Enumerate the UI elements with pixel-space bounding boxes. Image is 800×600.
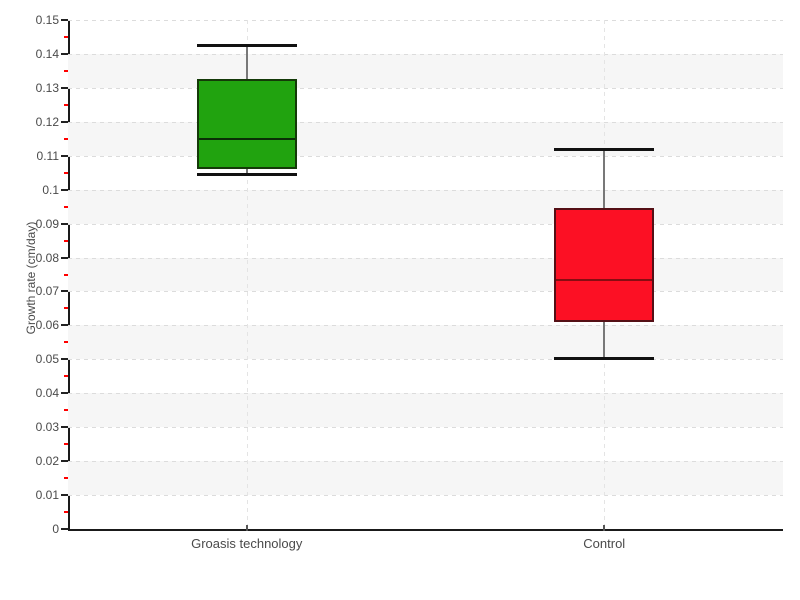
y-tick-label: 0.07 — [35, 284, 59, 299]
plot-band — [68, 257, 783, 292]
y-tick-major — [61, 290, 68, 293]
whisker-cap-min-groasis-technology — [196, 173, 297, 177]
y-tick-label: 0.15 — [35, 13, 59, 27]
x-axis-line — [68, 529, 783, 531]
y-tick-label: 0.02 — [35, 454, 59, 469]
y-tick-label: 0.03 — [35, 420, 59, 435]
median-line-groasis-technology — [198, 137, 295, 140]
y-tick-major — [61, 120, 68, 123]
plot-band — [68, 461, 783, 496]
gridline-horizontal — [68, 20, 783, 21]
y-tick-label: 0.06 — [35, 318, 59, 333]
y-tick-minor — [64, 69, 68, 72]
gridline-vertical — [247, 20, 248, 529]
y-tick-minor — [64, 443, 68, 446]
y-tick-minor — [64, 205, 68, 208]
plot-band — [68, 53, 783, 88]
gridline-horizontal — [68, 359, 783, 360]
gridline-horizontal — [68, 224, 783, 225]
y-tick-major — [61, 188, 68, 191]
y-tick-major — [61, 52, 68, 55]
y-tick-major — [61, 324, 68, 327]
y-tick-label: 0.1 — [42, 182, 59, 197]
gridline-horizontal — [68, 325, 783, 326]
y-axis: 0.15 0.14 0.13 0.12 0.11 0.1 0.09 0.08 0.07 0.06 0… — [0, 13, 68, 536]
gridline-horizontal — [68, 495, 783, 496]
y-tick-major — [61, 392, 68, 395]
gridline-horizontal — [68, 461, 783, 462]
gridline-horizontal — [68, 393, 783, 394]
plot-band — [68, 393, 783, 428]
y-tick-label: 0.14 — [35, 46, 59, 61]
box-groasis-technology — [196, 79, 297, 170]
y-tick-label: 0.05 — [35, 352, 59, 367]
gridline-horizontal — [68, 156, 783, 157]
y-tick-major — [61, 494, 68, 497]
whisker-stem-lower-groasis-technology — [245, 169, 248, 175]
y-tick-major — [61, 86, 68, 89]
y-tick-minor — [64, 375, 68, 378]
x-axis-tick — [246, 525, 248, 531]
y-tick-major — [61, 19, 68, 21]
y-tick-label: 0.08 — [35, 250, 59, 265]
median-line-control — [556, 278, 653, 281]
y-tick-label: 0 — [52, 522, 59, 536]
y-tick-major — [61, 222, 68, 225]
y-tick-minor — [64, 477, 68, 480]
plot-band — [68, 325, 783, 360]
y-tick-minor — [64, 103, 68, 106]
y-tick-label: 0.12 — [35, 114, 59, 129]
gridline-horizontal — [68, 190, 783, 191]
y-tick-minor — [64, 273, 68, 276]
whisker-cap-max-control — [554, 147, 655, 151]
whisker-stem-upper-groasis-technology — [245, 45, 248, 80]
y-tick-major — [61, 256, 68, 259]
gridline-horizontal — [68, 54, 783, 55]
gridline-horizontal — [68, 122, 783, 123]
plot-band — [68, 189, 783, 224]
y-tick-minor — [64, 171, 68, 174]
y-tick-minor — [64, 239, 68, 242]
y-tick-minor — [64, 341, 68, 344]
gridline-horizontal — [68, 291, 783, 292]
x-axis-tick — [603, 525, 605, 531]
y-tick-minor — [64, 511, 68, 514]
x-axis: Groasis technology Control — [68, 536, 783, 556]
x-axis-label: Control — [583, 536, 626, 551]
y-tick-label: 0.09 — [35, 216, 59, 231]
gridline-horizontal — [68, 427, 783, 428]
y-tick-label: 0.01 — [35, 488, 59, 503]
whisker-cap-max-groasis-technology — [196, 44, 297, 48]
y-tick-minor — [64, 35, 68, 38]
whisker-stem-lower-control — [603, 322, 606, 358]
x-axis-label: Groasis technology — [191, 536, 303, 551]
gridline-horizontal — [68, 258, 783, 259]
y-tick-major — [61, 426, 68, 429]
y-tick-label: 0.11 — [36, 148, 59, 163]
y-tick-major — [61, 154, 68, 157]
y-tick-label: 0.04 — [35, 386, 59, 401]
box-control — [554, 208, 655, 322]
gridline-horizontal — [68, 88, 783, 89]
y-tick-major — [61, 460, 68, 463]
y-tick-major — [61, 358, 68, 361]
whisker-stem-upper-control — [603, 148, 606, 209]
y-tick-major — [61, 528, 68, 530]
whisker-cap-min-control — [554, 356, 655, 360]
plot-area — [68, 20, 783, 531]
y-tick-label: 0.13 — [35, 80, 59, 95]
plot-band — [68, 121, 783, 156]
y-tick-minor — [64, 137, 68, 140]
y-tick-minor — [64, 409, 68, 412]
y-tick-minor — [64, 307, 68, 310]
